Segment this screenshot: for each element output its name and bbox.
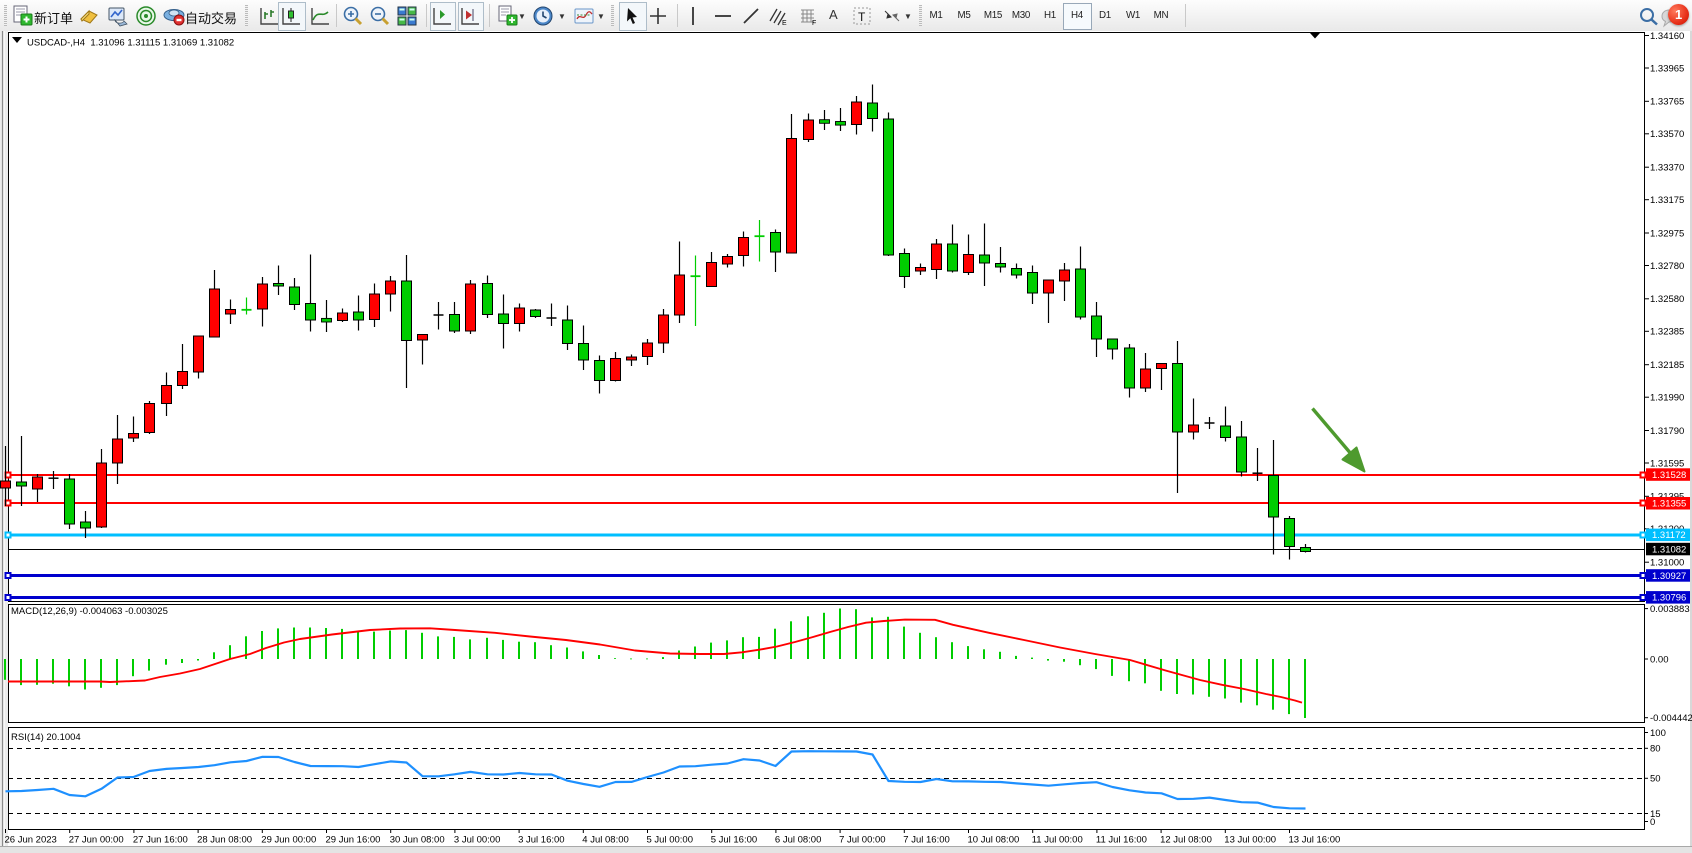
svg-text:5 Jul 16:00: 5 Jul 16:00 [711, 835, 757, 846]
svg-text:0.00: 0.00 [1650, 654, 1669, 665]
svg-text:13 Jul 00:00: 13 Jul 00:00 [1224, 835, 1276, 846]
svg-text:1.33965: 1.33965 [1650, 63, 1684, 74]
svg-text:1.33765: 1.33765 [1650, 97, 1684, 108]
svg-text:1.33570: 1.33570 [1650, 129, 1684, 140]
svg-text:E: E [782, 20, 787, 27]
svg-text:15: 15 [1650, 809, 1661, 820]
svg-text:USDCAD-,H4 1.31096 1.31115 1.: USDCAD-,H4 1.31096 1.31115 1.31069 1.310… [27, 38, 234, 49]
svg-text:RSI(14) 20.1004: RSI(14) 20.1004 [11, 732, 81, 743]
svg-text:1.31172: 1.31172 [1652, 530, 1686, 541]
svg-text:80: 80 [1650, 744, 1661, 755]
svg-text:50: 50 [1650, 774, 1661, 785]
svg-text:3 Jul 00:00: 3 Jul 00:00 [454, 835, 500, 846]
svg-text:1.32580: 1.32580 [1650, 294, 1684, 305]
svg-text:11 Jul 00:00: 11 Jul 00:00 [1032, 835, 1083, 846]
svg-text:1.30796: 1.30796 [1652, 593, 1686, 604]
svg-text:7 Jul 00:00: 7 Jul 00:00 [839, 835, 885, 846]
svg-text:1.32975: 1.32975 [1650, 228, 1684, 239]
svg-text:0.003883: 0.003883 [1650, 604, 1690, 615]
svg-text:1.32185: 1.32185 [1650, 360, 1684, 371]
svg-text:30 Jun 08:00: 30 Jun 08:00 [390, 835, 445, 846]
svg-text:7 Jul 16:00: 7 Jul 16:00 [903, 835, 949, 846]
svg-text:29 Jun 00:00: 29 Jun 00:00 [261, 835, 316, 846]
svg-text:MACD(12,26,9) -0.004063 -0.003: MACD(12,26,9) -0.004063 -0.003025 [11, 606, 168, 617]
svg-text:1.31355: 1.31355 [1652, 499, 1686, 510]
svg-text:27 Jun 00:00: 27 Jun 00:00 [69, 835, 124, 846]
svg-text:1.31528: 1.31528 [1652, 470, 1686, 481]
svg-text:1.31990: 1.31990 [1650, 393, 1684, 404]
svg-text:29 Jun 16:00: 29 Jun 16:00 [326, 835, 381, 846]
svg-text:T: T [858, 10, 866, 24]
svg-text:1.34160: 1.34160 [1650, 31, 1684, 42]
svg-text:1.33370: 1.33370 [1650, 163, 1684, 174]
svg-text:11 Jul 16:00: 11 Jul 16:00 [1096, 835, 1147, 846]
svg-text:1.33175: 1.33175 [1650, 195, 1684, 206]
svg-text:1.32385: 1.32385 [1650, 327, 1684, 338]
svg-text:13 Jul 16:00: 13 Jul 16:00 [1289, 835, 1341, 846]
svg-text:4 Jul 08:00: 4 Jul 08:00 [582, 835, 628, 846]
svg-text:26 Jun 2023: 26 Jun 2023 [5, 835, 57, 846]
svg-text:5 Jul 00:00: 5 Jul 00:00 [647, 835, 693, 846]
svg-text:28 Jun 08:00: 28 Jun 08:00 [197, 835, 252, 846]
svg-text:1.31595: 1.31595 [1650, 458, 1684, 469]
svg-text:1.30927: 1.30927 [1652, 571, 1686, 582]
svg-text:F: F [812, 20, 816, 27]
svg-text:0: 0 [1650, 817, 1655, 828]
svg-text:1.31790: 1.31790 [1650, 426, 1684, 437]
svg-text:27 Jun 16:00: 27 Jun 16:00 [133, 835, 188, 846]
svg-text:3 Jul 16:00: 3 Jul 16:00 [518, 835, 564, 846]
svg-text:6 Jul 08:00: 6 Jul 08:00 [775, 835, 821, 846]
svg-text:1.31000: 1.31000 [1650, 558, 1684, 569]
svg-text:12 Jul 08:00: 12 Jul 08:00 [1160, 835, 1212, 846]
svg-text:1.31082: 1.31082 [1652, 544, 1686, 555]
svg-text:-0.004442: -0.004442 [1650, 713, 1692, 724]
svg-text:1.32780: 1.32780 [1650, 261, 1684, 272]
svg-text:100: 100 [1650, 728, 1666, 739]
svg-text:10 Jul 08:00: 10 Jul 08:00 [968, 835, 1020, 846]
